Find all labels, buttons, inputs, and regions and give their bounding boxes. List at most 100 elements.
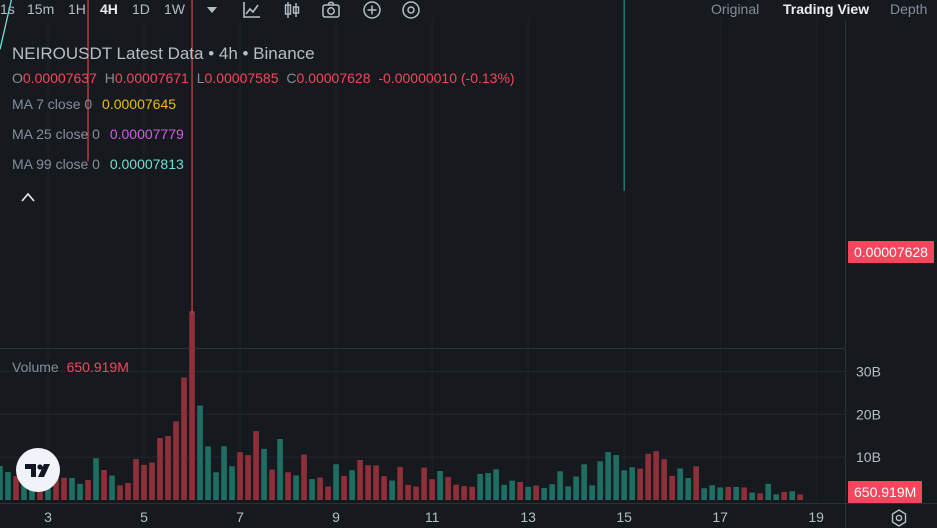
volume-bar (789, 491, 795, 500)
volume-value: 650.919M (66, 359, 129, 375)
volume-bar (749, 492, 755, 500)
interval-4h[interactable]: 4H (100, 1, 118, 17)
candles-icon[interactable] (282, 0, 302, 20)
date-tick-label: 19 (808, 509, 824, 525)
volume-bar (709, 485, 715, 500)
interval-1w[interactable]: 1W (164, 1, 185, 17)
volume-bar (757, 493, 763, 500)
last-volume-tag: 650.919M (848, 481, 923, 503)
ma7-value: 0.00007645 (102, 96, 177, 112)
interval-15m[interactable]: 15m (27, 1, 55, 17)
last-price-tag: 0.00007628 (848, 241, 934, 263)
volume-bar (485, 473, 491, 500)
volume-bar (53, 466, 59, 500)
volume-tick-label: 20B (856, 406, 881, 422)
volume-bar (741, 487, 747, 500)
date-tick-label: 17 (712, 509, 728, 525)
date-tick-label: 13 (520, 509, 536, 525)
volume-bar (429, 479, 435, 500)
volume-bar (317, 477, 323, 500)
date-tick-label: 9 (332, 509, 340, 525)
volume-bar (5, 472, 11, 500)
date-tick-label: 3 (44, 509, 52, 525)
volume-tick-label: 10B (856, 449, 881, 465)
volume-bar (533, 485, 539, 500)
volume-bar (461, 486, 467, 500)
volume-bar (125, 482, 131, 500)
add-indicator-icon[interactable] (362, 0, 382, 20)
volume-bar (621, 470, 627, 500)
volume-bar (509, 480, 515, 500)
volume-bar (269, 469, 275, 500)
interval-dropdown-icon[interactable] (202, 0, 222, 20)
view-original[interactable]: Original (711, 1, 760, 17)
volume-bar (725, 486, 731, 500)
ma7-legend: MA 7 close 0 0.00007645 (12, 96, 176, 112)
volume-bar (565, 486, 571, 500)
volume-bar (173, 421, 179, 500)
volume-bar (421, 467, 427, 500)
settings-icon[interactable] (401, 0, 421, 20)
volume-bar (469, 486, 475, 500)
view-depth[interactable]: Depth (890, 1, 928, 17)
close-value: 0.00007628 (296, 70, 371, 86)
volume-bar (477, 473, 483, 500)
collapse-legend-icon[interactable] (21, 192, 35, 202)
volume-bar (365, 465, 371, 500)
volume-bar (293, 475, 299, 500)
volume-bar (389, 480, 395, 500)
interval-1d[interactable]: 1D (132, 1, 150, 17)
volume-bar (373, 465, 379, 500)
volume-bar (205, 446, 211, 500)
close-label: C (286, 70, 297, 86)
volume-bar (341, 475, 347, 500)
low-value: 0.00007585 (204, 70, 279, 86)
volume-bar (61, 477, 67, 500)
volume-bar (653, 451, 659, 500)
volume-bar (93, 458, 99, 500)
high-label: H (104, 70, 115, 86)
volume-bar (717, 487, 723, 500)
volume-tick-label: 30B (856, 363, 881, 379)
date-tick-label: 5 (140, 509, 148, 525)
volume-bar (357, 459, 363, 500)
volume-bar (13, 476, 19, 500)
volume-bar (181, 377, 187, 500)
chart-title: NEIROUSDT Latest Data • 4h • Binance (12, 44, 315, 63)
volume-bar (285, 472, 291, 500)
volume-bar (573, 476, 579, 500)
volume-bar (661, 459, 667, 500)
volume-bar (85, 480, 91, 500)
volume-bar (693, 466, 699, 500)
view-trading-view[interactable]: Trading View (783, 1, 870, 17)
volume-bar (109, 475, 115, 500)
volume-legend: Volume 650.919M (12, 359, 129, 375)
volume-bar (397, 466, 403, 500)
ohlc-readout: O0.00007637 H0.00007671 L0.00007585 C0.0… (12, 70, 515, 86)
volume-bar (597, 461, 603, 500)
camera-icon[interactable] (321, 0, 341, 20)
volume-bar (69, 477, 75, 500)
volume-bar (797, 494, 803, 500)
interval-1s[interactable]: 1s (0, 1, 15, 17)
volume-bar (229, 466, 235, 500)
volume-bar (581, 464, 587, 500)
interval-1h[interactable]: 1H (68, 1, 86, 17)
date-tick-label: 7 (236, 509, 244, 525)
chart-settings-icon[interactable] (889, 508, 909, 528)
volume-bar (541, 488, 547, 500)
volume-bar (605, 451, 611, 500)
volume-bar (213, 472, 219, 500)
volume-bar (589, 485, 595, 500)
volume-bar (325, 486, 331, 500)
volume-bar (517, 481, 523, 500)
volume-bar (221, 446, 227, 500)
high-value: 0.00007671 (114, 70, 189, 86)
ma25-legend: MA 25 close 0 0.00007779 (12, 126, 184, 142)
ma25-value: 0.00007779 (109, 126, 184, 142)
volume-bar (349, 470, 355, 500)
line-chart-icon[interactable] (242, 0, 262, 20)
volume-bar (301, 454, 307, 500)
ma99-line (0, 0, 13, 50)
